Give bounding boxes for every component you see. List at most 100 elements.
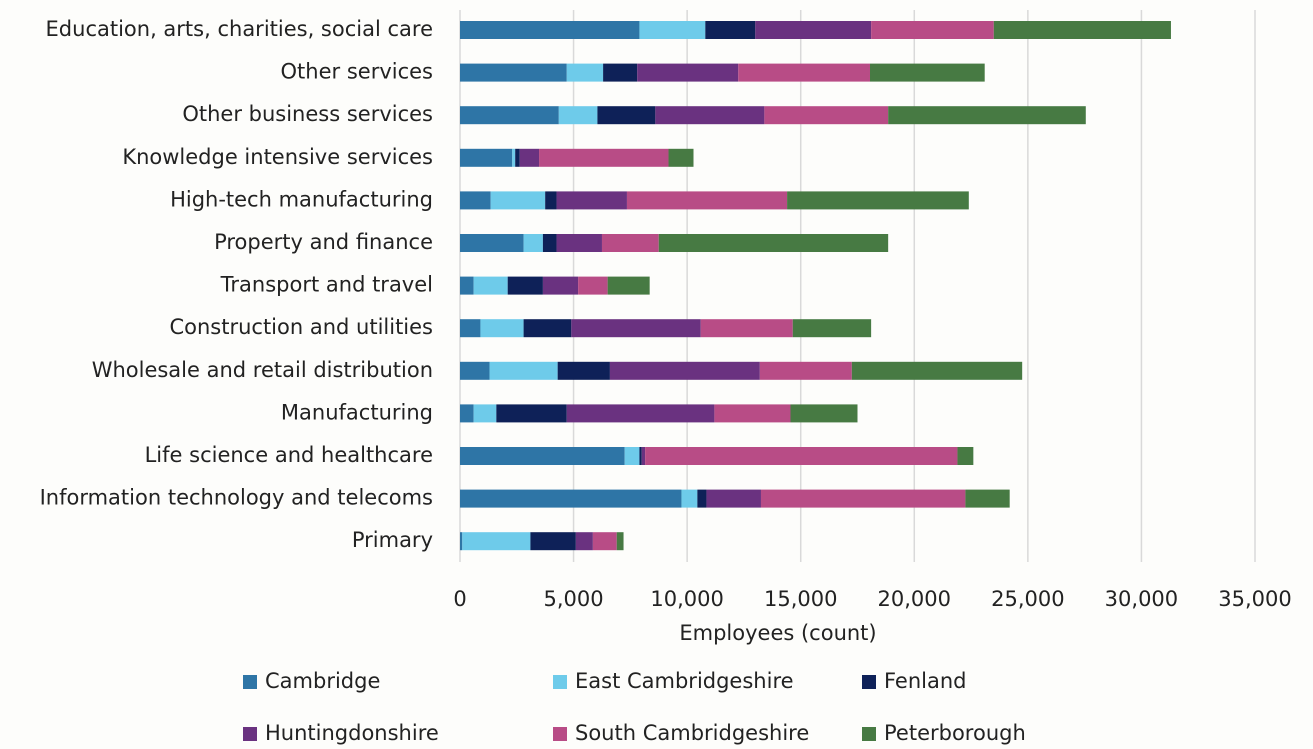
x-tick-label: 35,000 bbox=[1218, 587, 1291, 611]
bar-segment bbox=[607, 276, 650, 295]
bar-segment bbox=[965, 489, 1010, 508]
bar-segment bbox=[545, 191, 557, 210]
bar-segment bbox=[603, 63, 638, 82]
y-tick-label: Knowledge intensive services bbox=[122, 145, 433, 169]
bar-segment bbox=[460, 361, 490, 380]
legend-swatch bbox=[553, 727, 567, 741]
legend-swatch bbox=[243, 675, 257, 689]
bar-segment bbox=[462, 532, 531, 551]
y-tick-label: Transport and travel bbox=[220, 273, 433, 297]
bar-segment bbox=[626, 191, 788, 210]
bar-segment bbox=[637, 63, 739, 82]
y-tick-label: Information technology and telecoms bbox=[40, 486, 433, 510]
legend-swatch bbox=[553, 675, 567, 689]
bar-segment bbox=[668, 148, 694, 167]
bar-segment bbox=[738, 63, 870, 82]
bar-segment bbox=[624, 447, 640, 465]
x-tick-label: 20,000 bbox=[878, 587, 951, 611]
bar-segment bbox=[566, 63, 604, 82]
x-tick-label: 30,000 bbox=[1105, 587, 1178, 611]
bar-segment bbox=[557, 361, 610, 380]
bar-segment bbox=[871, 21, 994, 39]
y-tick-label: Education, arts, charities, social care bbox=[46, 17, 433, 41]
bar-segment bbox=[558, 106, 598, 125]
bar-segment bbox=[578, 276, 608, 295]
y-tick-label: Other business services bbox=[182, 102, 433, 126]
bar-segment bbox=[790, 404, 858, 423]
bar-segment bbox=[460, 21, 640, 39]
x-tick-label: 5,000 bbox=[544, 587, 604, 611]
bar-segment bbox=[655, 106, 765, 125]
bar-segment bbox=[496, 404, 567, 423]
bar-segment bbox=[460, 404, 474, 423]
bar-segment bbox=[542, 234, 557, 252]
bar-segment bbox=[480, 319, 524, 338]
legend-label: Fenland bbox=[884, 669, 967, 693]
bar-segment bbox=[460, 148, 513, 167]
y-tick-label: Wholesale and retail distribution bbox=[92, 358, 433, 382]
bar-segment bbox=[609, 361, 760, 380]
bar-segment bbox=[706, 489, 761, 508]
bar-segment bbox=[530, 532, 576, 551]
bar-segment bbox=[571, 319, 701, 338]
y-tick-label: Manufacturing bbox=[281, 400, 433, 424]
bar-segment bbox=[993, 21, 1171, 39]
bar-segment bbox=[575, 532, 593, 551]
y-tick-label: Life science and healthcare bbox=[145, 443, 433, 467]
bar-segment bbox=[681, 489, 698, 508]
legend-label: East Cambridgeshire bbox=[575, 669, 794, 693]
bar-segment bbox=[601, 234, 659, 252]
legend-swatch bbox=[862, 675, 876, 689]
legend-label: South Cambridgeshire bbox=[575, 721, 809, 745]
bar-segment bbox=[460, 489, 682, 508]
bar-segment bbox=[566, 404, 715, 423]
bar-segment bbox=[755, 21, 872, 39]
bar-segment bbox=[556, 191, 627, 210]
bar-segment bbox=[759, 361, 852, 380]
bar-segment bbox=[460, 234, 524, 252]
bar-segment bbox=[792, 319, 872, 338]
bar-segment bbox=[460, 319, 481, 338]
legend-label: Cambridge bbox=[265, 669, 380, 693]
bar-segment bbox=[658, 234, 889, 252]
bar-segment bbox=[460, 447, 625, 465]
y-tick-label: Primary bbox=[352, 528, 433, 552]
y-tick-label: Other services bbox=[281, 60, 433, 84]
y-tick-label: Construction and utilities bbox=[169, 315, 433, 339]
bar-segment bbox=[473, 276, 508, 295]
y-tick-label: High-tech manufacturing bbox=[170, 187, 433, 211]
legend-swatch bbox=[243, 727, 257, 741]
bar-segment bbox=[645, 447, 958, 465]
x-tick-label: 10,000 bbox=[650, 587, 723, 611]
bar-segment bbox=[760, 489, 966, 508]
x-axis-label: Employees (count) bbox=[679, 621, 876, 645]
bar-segment bbox=[592, 532, 617, 551]
x-tick-label: 0 bbox=[453, 587, 466, 611]
bar-segment bbox=[515, 148, 520, 167]
bar-segment bbox=[460, 276, 474, 295]
bar-segment bbox=[869, 63, 985, 82]
bar-segment bbox=[512, 148, 516, 167]
bar-segment bbox=[556, 234, 602, 252]
bar-segment bbox=[851, 361, 1023, 380]
y-tick-label: Property and finance bbox=[214, 230, 433, 254]
bar-segment bbox=[641, 447, 646, 465]
bar-segment bbox=[888, 106, 1086, 125]
bar-segment bbox=[523, 319, 572, 338]
bar-segment bbox=[957, 447, 974, 465]
bar-segment bbox=[705, 21, 756, 39]
bar-segment bbox=[539, 148, 669, 167]
bar-segment bbox=[489, 361, 558, 380]
bar-segment bbox=[507, 276, 543, 295]
bar-segment bbox=[542, 276, 579, 295]
bar-segment bbox=[639, 21, 706, 39]
bar-segment bbox=[460, 106, 559, 125]
bar-segment bbox=[616, 532, 624, 551]
bar-segment bbox=[523, 234, 543, 252]
legend-label: Huntingdonshire bbox=[265, 721, 439, 745]
bar-segment bbox=[700, 319, 793, 338]
bar-segment bbox=[714, 404, 791, 423]
bar-segment bbox=[460, 63, 567, 82]
legend-swatch bbox=[862, 727, 876, 741]
